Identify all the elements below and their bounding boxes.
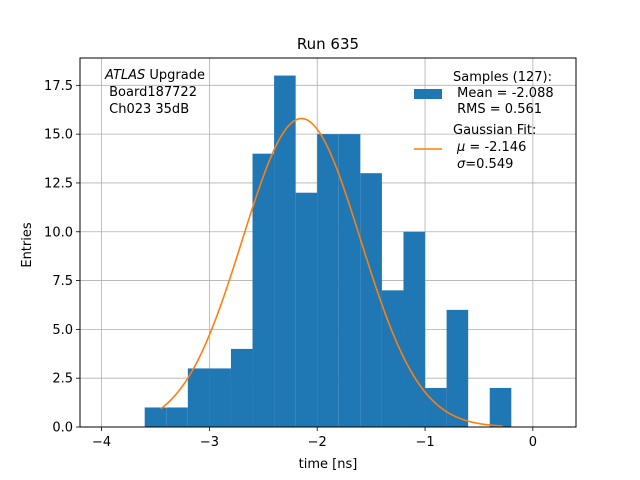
run-annotation: ATLAS Upgrade Board187722 Ch023 35dB xyxy=(104,68,205,117)
annotation-line-2: Board187722 xyxy=(105,85,197,100)
legend-sigma-value: =0.549 xyxy=(465,157,513,172)
histogram-bar xyxy=(230,348,253,427)
legend-samples-title: Samples (127): xyxy=(453,70,552,85)
legend-sigma-symbol: σ xyxy=(457,157,466,172)
chart-title: Run 635 xyxy=(297,35,359,53)
histogram-bar xyxy=(295,192,318,427)
gaussian-fit-curve xyxy=(160,117,503,427)
y-tick-label: 5.0 xyxy=(52,323,73,338)
histogram-bar xyxy=(425,387,447,427)
y-axis-label: Entries xyxy=(20,222,35,268)
histogram-bar xyxy=(446,309,469,427)
legend-fit-title: Gaussian Fit: xyxy=(453,123,536,138)
annotation-line-3: Ch023 35dB xyxy=(105,102,189,117)
annotation-upgrade: Upgrade xyxy=(145,68,205,83)
legend-samples-rms: RMS = 0.561 xyxy=(453,102,542,117)
legend-fit-mu: μ = -2.146 xyxy=(456,140,526,155)
histogram-bar xyxy=(403,231,426,427)
y-tick-label: 0.0 xyxy=(52,421,73,436)
histogram-bar xyxy=(381,290,404,427)
histogram-bar xyxy=(274,75,296,428)
x-tick-label: −3 xyxy=(200,435,219,450)
histogram-bar xyxy=(252,153,275,427)
annotation-line-1: ATLAS Upgrade xyxy=(104,68,205,83)
histogram-bar xyxy=(317,134,339,427)
x-axis-label: time [ns] xyxy=(299,457,358,472)
legend-swatch-samples xyxy=(414,89,442,99)
histogram-bar xyxy=(338,134,361,427)
histogram-bar xyxy=(166,407,188,427)
y-tick-label: 7.5 xyxy=(52,274,73,289)
histogram-bar xyxy=(209,368,231,427)
legend-mu-value: = -2.146 xyxy=(465,140,526,155)
x-tick-label: −2 xyxy=(308,435,327,450)
histogram-bar xyxy=(360,173,382,427)
legend-samples-mean: Mean = -2.088 xyxy=(453,86,554,101)
y-tick-label: 17.5 xyxy=(44,79,73,94)
x-tick-label: −1 xyxy=(415,435,434,450)
legend-fit-sigma: σ=0.549 xyxy=(457,157,513,172)
gaussian-fit xyxy=(160,117,503,427)
histogram-bar xyxy=(489,387,512,427)
y-tick-label: 15.0 xyxy=(44,128,73,143)
y-tick-label: 12.5 xyxy=(44,176,73,191)
y-tick-label: 10.0 xyxy=(44,225,73,240)
plot-frame xyxy=(79,57,577,428)
legend: Samples (127): Mean = -2.088 RMS = 0.561… xyxy=(414,70,554,172)
histogram-bar xyxy=(144,407,167,427)
y-tick-label: 2.5 xyxy=(52,372,73,387)
x-tick-label: −4 xyxy=(92,435,111,450)
legend-mu-symbol: μ xyxy=(456,140,465,155)
x-tick-label: 0 xyxy=(529,435,537,450)
histogram-bars xyxy=(144,75,512,428)
annotation-italic: ATLAS xyxy=(104,68,145,83)
axis-ticks: −4 −3 −2 −1 0 0.0 2.5 5.0 7.5 10.0 12.5 15.0 17.5 xyxy=(44,79,537,450)
histogram-bar xyxy=(187,368,210,427)
